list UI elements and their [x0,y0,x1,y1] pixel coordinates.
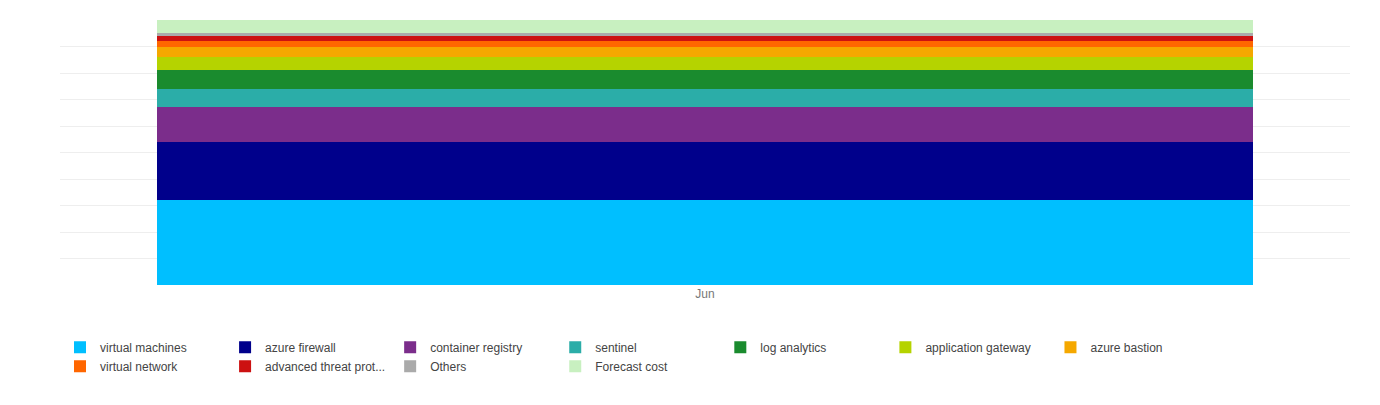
svg-text:azure firewall: azure firewall [265,341,336,355]
svg-text:advanced threat prot...: advanced threat prot... [265,360,385,374]
svg-text:application gateway: application gateway [925,341,1030,355]
svg-text:virtual machines: virtual machines [100,341,187,355]
svg-text:Others: Others [430,360,466,374]
svg-text:log analytics: log analytics [760,341,826,355]
svg-text:sentinel: sentinel [595,341,636,355]
svg-text:Forecast cost: Forecast cost [595,360,668,374]
svg-text:Jun: Jun [695,287,714,301]
svg-text:container registry: container registry [430,341,522,355]
svg-text:virtual network: virtual network [100,360,178,374]
svg-text:azure bastion: azure bastion [1090,341,1162,355]
